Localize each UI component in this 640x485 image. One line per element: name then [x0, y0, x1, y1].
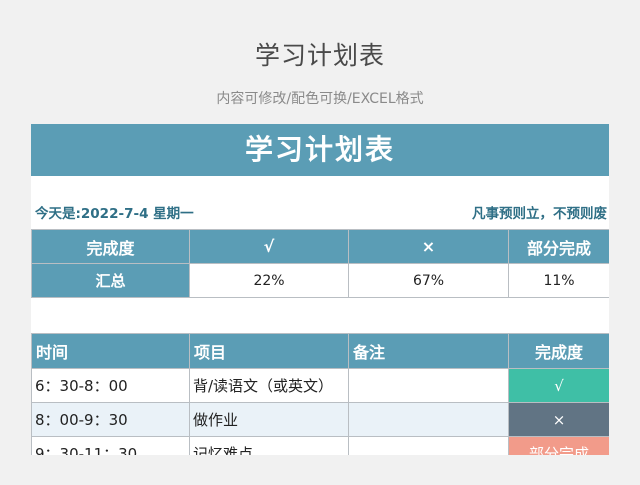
note-cell[interactable]: [348, 368, 509, 403]
summary-partial-value[interactable]: 11%: [508, 263, 609, 298]
status-cell[interactable]: 部分完成: [508, 436, 609, 455]
page-subtitle: 内容可修改/配色可换/EXCEL格式: [216, 91, 424, 107]
schedule-header-item[interactable]: 项目: [189, 333, 349, 369]
date-text: 今天是:2022-7-4 星期一: [35, 206, 194, 222]
spreadsheet: 学习计划表 今天是:2022-7-4 星期一 凡事预则立，不预则废 完成度 √ …: [31, 124, 609, 455]
note-cell[interactable]: [348, 436, 509, 455]
summary-header-completion[interactable]: 完成度: [31, 229, 190, 264]
summary-header-not-done[interactable]: ×: [348, 229, 509, 264]
schedule-header-note[interactable]: 备注: [348, 333, 509, 369]
summary-table: 完成度 √ × 部分完成 汇总 22% 67% 11%: [31, 229, 609, 298]
page-title: 学习计划表: [254, 41, 385, 70]
schedule-header-completion[interactable]: 完成度: [508, 333, 609, 369]
table-row: 9：30-11：30 记忆难点 部分完成: [31, 436, 609, 455]
summary-done-value[interactable]: 22%: [189, 263, 349, 298]
motto-text: 凡事预则立，不预则废: [472, 206, 607, 222]
item-cell[interactable]: 做作业: [189, 402, 349, 437]
table-row: 6：30-8：00 背/读语文（或英文） √: [31, 368, 609, 403]
info-row: 今天是:2022-7-4 星期一 凡事预则立，不预则废: [31, 198, 609, 222]
schedule-table: 时间 项目 备注 完成度 6：30-8：00 背/读语文（或英文） √ 8：00…: [31, 333, 609, 455]
summary-header-done[interactable]: √: [189, 229, 349, 264]
summary-row-label[interactable]: 汇总: [31, 263, 190, 298]
time-cell[interactable]: 8：00-9：30: [31, 402, 190, 437]
sheet-banner-title: 学习计划表: [31, 124, 609, 176]
summary-not-done-value[interactable]: 67%: [348, 263, 509, 298]
item-cell[interactable]: 记忆难点: [189, 436, 349, 455]
status-cell[interactable]: ×: [508, 402, 609, 437]
time-cell[interactable]: 6：30-8：00: [31, 368, 190, 403]
status-cell[interactable]: √: [508, 368, 609, 403]
time-cell[interactable]: 9：30-11：30: [31, 436, 190, 455]
note-cell[interactable]: [348, 402, 509, 437]
summary-header-partial[interactable]: 部分完成: [508, 229, 609, 264]
schedule-header-time[interactable]: 时间: [31, 333, 190, 369]
item-cell[interactable]: 背/读语文（或英文）: [189, 368, 349, 403]
table-row: 8：00-9：30 做作业 ×: [31, 402, 609, 437]
